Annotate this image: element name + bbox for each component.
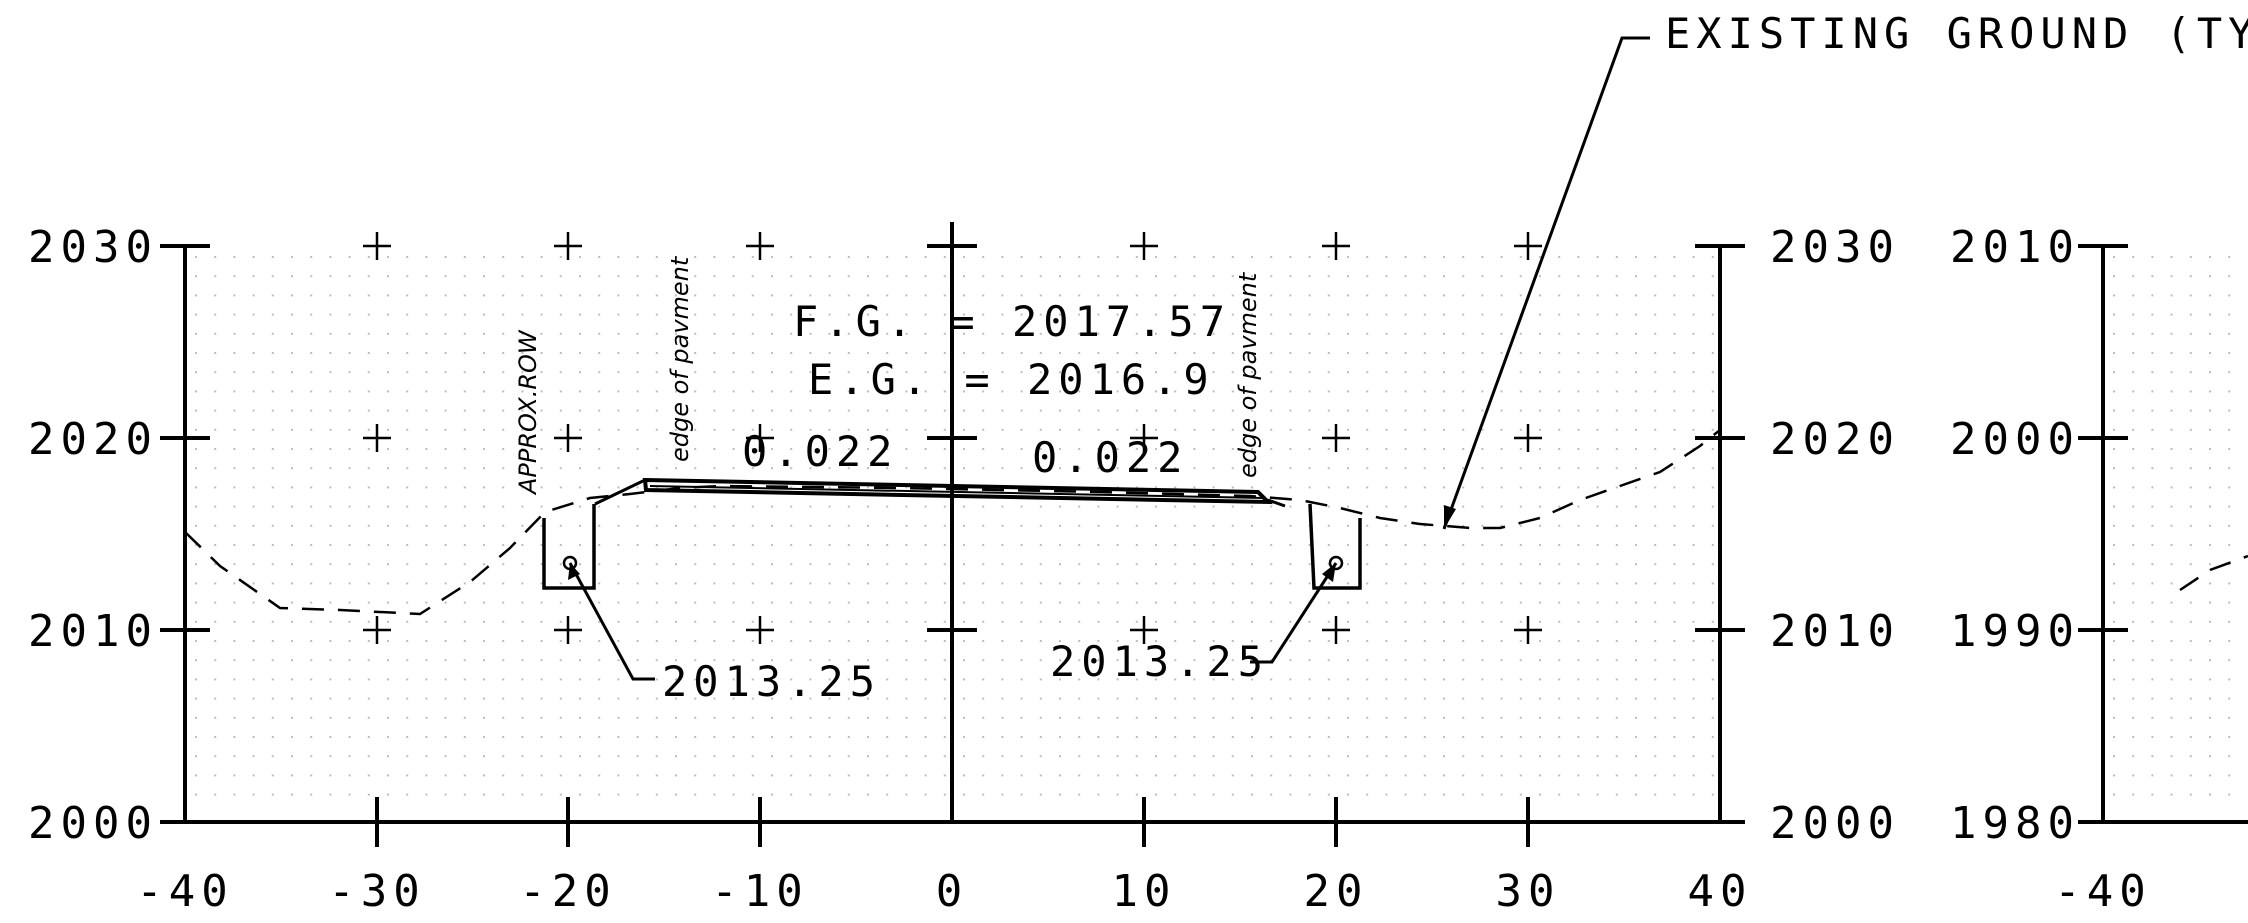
right-ditch-leader bbox=[1250, 562, 1338, 664]
edge-of-pavement-left: edge of pavment bbox=[666, 255, 694, 462]
y-tick-label-panel2: 2000 bbox=[1950, 414, 2080, 465]
y-tick-label: 2030 bbox=[28, 222, 158, 273]
right-ditch-elevation: 2013.25 bbox=[1050, 637, 1269, 686]
cross-slope-left: 0.022 bbox=[742, 427, 898, 476]
x-tick-label: -10 bbox=[711, 866, 808, 917]
y-tick-label: 2000 bbox=[28, 798, 158, 849]
y-tick-label-right: 2000 bbox=[1770, 798, 1900, 849]
left-ditch-elevation: 2013.25 bbox=[662, 657, 881, 706]
y-tick-label-panel2: 2010 bbox=[1950, 222, 2080, 273]
y-tick-label-right: 2020 bbox=[1770, 414, 1900, 465]
x-tick-label: 10 bbox=[1112, 866, 1177, 917]
finished-grade-label: F.G. = 2017.57 bbox=[793, 297, 1231, 346]
x-tick-label: 20 bbox=[1304, 866, 1369, 917]
existing-ground-leader bbox=[1442, 36, 1650, 530]
x-tick-label: -40 bbox=[136, 866, 233, 917]
approx-row-label: APPROX.ROW bbox=[514, 329, 542, 496]
x-tick-label-panel2: -40 bbox=[2054, 866, 2151, 917]
right-ditch bbox=[1308, 503, 1362, 590]
x-tick-label: 0 bbox=[936, 866, 969, 917]
left-ditch-leader bbox=[568, 562, 655, 681]
existing-ground-line-right bbox=[2179, 554, 2248, 592]
edge-of-pavement-right: edge of pavment bbox=[1234, 271, 1262, 478]
left-ditch bbox=[542, 504, 596, 590]
existing-ground-line bbox=[184, 429, 1721, 616]
existing-grade-label: E.G. = 2016.9 bbox=[808, 355, 1215, 404]
y-tick-label-right: 2030 bbox=[1770, 222, 1900, 273]
x-tick-label: 30 bbox=[1496, 866, 1561, 917]
y-tick-label: 2010 bbox=[28, 606, 158, 657]
pavement bbox=[594, 477, 1286, 508]
x-tick-label: -20 bbox=[519, 866, 616, 917]
cross-slope-right: 0.022 bbox=[1032, 433, 1188, 482]
grid-plus-markers bbox=[363, 232, 1542, 644]
x-tick-label: -30 bbox=[328, 866, 425, 917]
y-tick-label-panel2: 1990 bbox=[1950, 606, 2080, 657]
y-tick-label: 2020 bbox=[28, 414, 158, 465]
grid-dots-right bbox=[2113, 256, 2231, 796]
main-frame bbox=[160, 222, 1745, 847]
y-tick-label-right: 2010 bbox=[1770, 606, 1900, 657]
existing-ground-callout: EXISTING GROUND (TYP.) bbox=[1665, 9, 2248, 58]
right-panel-frame bbox=[2078, 244, 2248, 824]
y-tick-label-panel2: 1980 bbox=[1950, 798, 2080, 849]
leader-lines bbox=[568, 36, 1650, 681]
x-tick-label: 40 bbox=[1688, 866, 1753, 917]
grid-dots-main bbox=[195, 256, 1714, 796]
